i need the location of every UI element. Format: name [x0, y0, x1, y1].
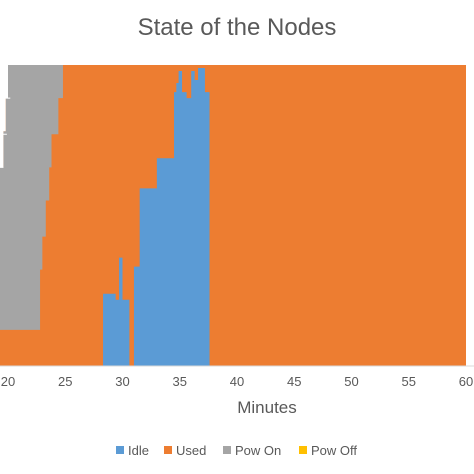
legend-swatch-pow-on	[223, 446, 231, 454]
legend-swatch-idle	[116, 446, 124, 454]
x-tick-label: 45	[287, 374, 301, 389]
legend-label-used: Used	[176, 443, 206, 458]
series-idle-area	[0, 68, 210, 366]
x-tick-label: 60	[459, 374, 473, 389]
series-used-area	[0, 65, 466, 366]
legend-label-idle: Idle	[128, 443, 149, 458]
x-tick-label: 55	[402, 374, 416, 389]
x-tick-label: 30	[115, 374, 129, 389]
legend-swatch-used	[164, 446, 172, 454]
x-tick-label: 40	[230, 374, 244, 389]
x-tick-label: 20	[1, 374, 15, 389]
x-tick-label: 35	[173, 374, 187, 389]
x-axis-title: Minutes	[237, 398, 297, 417]
legend-swatch-pow-off	[299, 446, 307, 454]
x-tick-label: 25	[58, 374, 72, 389]
legend-label-pow-off: Pow Off	[311, 443, 357, 458]
x-tick-label: 50	[344, 374, 358, 389]
legend-label-pow-on: Pow On	[235, 443, 281, 458]
series-pow-on-area	[0, 65, 63, 330]
chart-title: State of the Nodes	[137, 14, 337, 41]
unallocated-area	[0, 65, 8, 168]
